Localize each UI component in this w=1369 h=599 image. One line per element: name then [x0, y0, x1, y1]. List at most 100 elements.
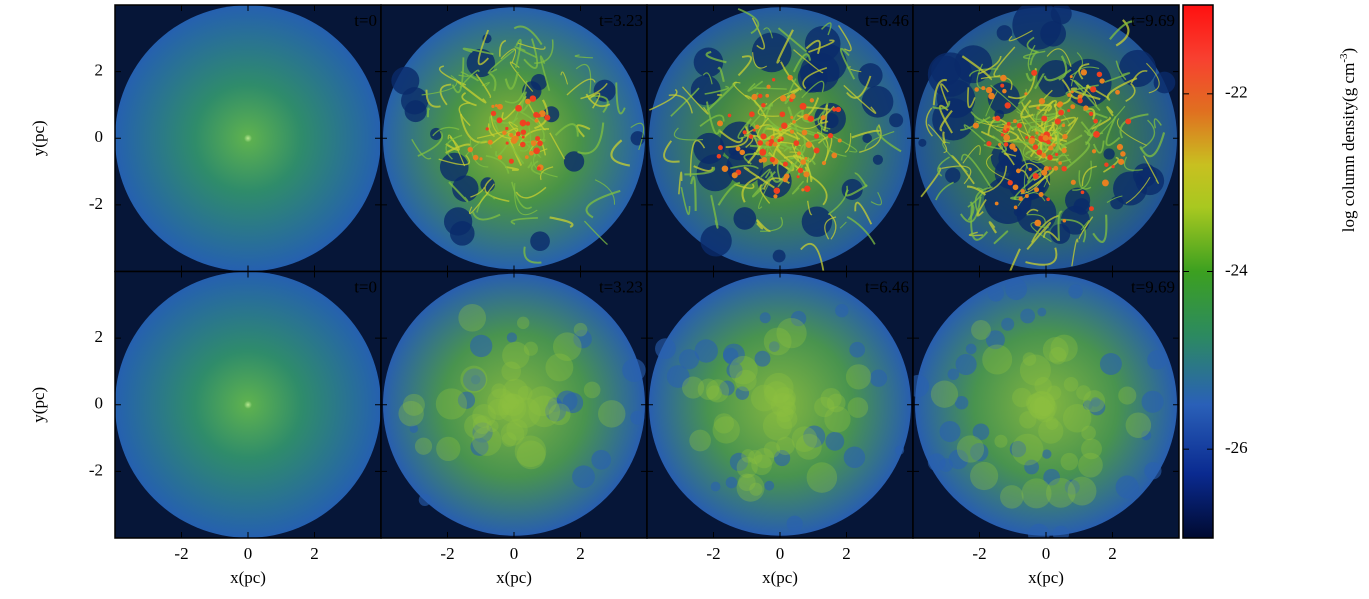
- void: [939, 458, 953, 472]
- clump: [1061, 165, 1067, 172]
- filament: [511, 181, 533, 210]
- colorbar-tick-label: -24: [1225, 260, 1248, 279]
- void: [988, 285, 1004, 302]
- filament: [828, 213, 837, 240]
- filament: [991, 135, 1008, 154]
- filament: [439, 83, 452, 106]
- clump: [535, 136, 541, 142]
- filament: [673, 127, 703, 141]
- blob: [776, 405, 794, 423]
- clump: [801, 129, 808, 136]
- filament: [588, 92, 601, 109]
- blob: [528, 395, 561, 428]
- blob: [502, 341, 530, 370]
- void: [985, 330, 1005, 350]
- filament: [854, 172, 868, 188]
- clump: [780, 95, 787, 102]
- blob: [1067, 476, 1097, 506]
- void: [1103, 148, 1115, 160]
- filament: [530, 160, 542, 176]
- clump: [789, 129, 795, 134]
- blob: [795, 433, 822, 460]
- filament: [786, 122, 821, 138]
- clump: [1091, 149, 1097, 154]
- filament: [500, 48, 517, 64]
- clump: [985, 86, 993, 94]
- void: [690, 75, 721, 106]
- filament: [495, 140, 511, 157]
- blob: [548, 403, 571, 426]
- filament: [843, 84, 877, 114]
- clump: [759, 148, 767, 156]
- panel: [647, 5, 913, 272]
- x-axis-label: x(pc): [762, 568, 798, 587]
- cloud: [115, 5, 381, 272]
- clump: [509, 132, 514, 138]
- clump: [731, 172, 738, 179]
- clump: [1042, 134, 1049, 141]
- clump: [497, 103, 503, 110]
- void: [1012, 5, 1062, 50]
- blob: [970, 461, 999, 491]
- void: [825, 431, 845, 451]
- filament: [963, 124, 986, 143]
- clump: [533, 111, 540, 118]
- filament: [1104, 72, 1131, 83]
- clump: [727, 113, 732, 118]
- blob: [1022, 352, 1037, 366]
- void: [1064, 479, 1080, 495]
- filament: [515, 186, 547, 199]
- filament: [680, 186, 691, 216]
- void: [1005, 278, 1027, 301]
- filament: [967, 87, 976, 109]
- blob: [1045, 417, 1059, 430]
- filament: [682, 86, 709, 115]
- cloud: [649, 273, 911, 536]
- filament: [859, 124, 882, 153]
- blob: [1027, 391, 1055, 419]
- clump: [797, 167, 804, 174]
- clump: [1090, 86, 1097, 93]
- filament: [792, 180, 805, 195]
- clump: [998, 142, 1002, 146]
- blob: [1032, 395, 1057, 420]
- void: [1024, 459, 1039, 475]
- filament: [560, 71, 569, 85]
- void: [735, 386, 750, 400]
- filament: [808, 39, 835, 53]
- blob: [763, 381, 790, 407]
- clump: [529, 150, 534, 156]
- filament: [827, 185, 849, 216]
- filament: [1019, 162, 1051, 186]
- filament: [1008, 248, 1021, 272]
- filament: [791, 144, 802, 164]
- blob: [545, 353, 574, 382]
- filament: [488, 48, 516, 73]
- filament: [580, 82, 608, 100]
- x-tick-label: 0: [510, 544, 519, 563]
- filament: [448, 181, 469, 203]
- clump: [827, 132, 834, 139]
- filament: [575, 63, 592, 94]
- blob: [1019, 411, 1037, 429]
- blob: [783, 393, 796, 406]
- clump: [1040, 133, 1044, 137]
- clump: [835, 106, 842, 113]
- filament: [549, 216, 574, 228]
- clump: [1125, 118, 1132, 125]
- clump: [1118, 158, 1125, 165]
- void: [725, 476, 738, 489]
- filament: [1098, 105, 1126, 135]
- blob: [516, 316, 530, 330]
- clump: [1077, 98, 1083, 104]
- filament: [710, 194, 719, 229]
- filament: [576, 124, 591, 138]
- clump: [803, 171, 810, 178]
- x-tick-label: 2: [842, 544, 851, 563]
- filament: [760, 216, 783, 232]
- filament: [962, 145, 981, 164]
- void: [563, 151, 585, 172]
- blob: [762, 411, 793, 441]
- filament: [820, 128, 847, 157]
